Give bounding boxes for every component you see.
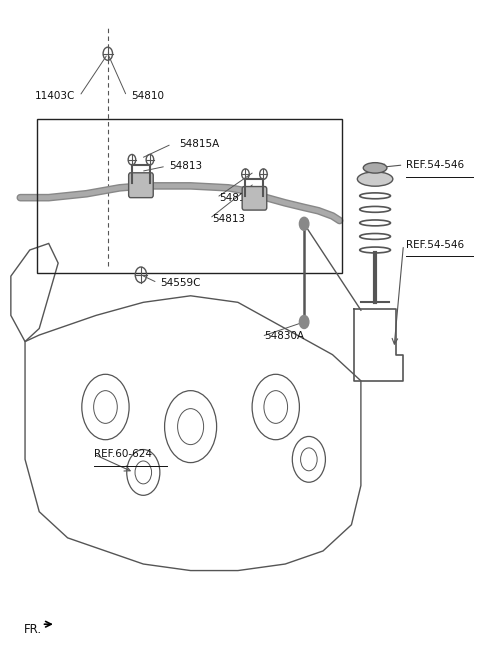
FancyBboxPatch shape [242, 187, 267, 210]
Text: 54830A: 54830A [264, 331, 304, 342]
Circle shape [300, 315, 309, 328]
Ellipse shape [363, 163, 387, 173]
Text: REF.60-624: REF.60-624 [94, 449, 152, 459]
Text: 54814C: 54814C [219, 193, 260, 202]
Text: FR.: FR. [24, 623, 42, 636]
Text: 11403C: 11403C [35, 91, 75, 101]
Text: 54813: 54813 [212, 214, 245, 223]
Bar [37, 119, 342, 273]
Text: 54813: 54813 [169, 161, 203, 171]
Text: REF.54-546: REF.54-546 [406, 160, 464, 170]
Text: 54559C: 54559C [160, 278, 200, 288]
Text: REF.54-546: REF.54-546 [406, 240, 464, 250]
Ellipse shape [357, 172, 393, 186]
Circle shape [300, 217, 309, 231]
Text: 54815A: 54815A [179, 139, 219, 149]
Text: 54810: 54810 [132, 91, 165, 101]
FancyBboxPatch shape [129, 173, 153, 198]
